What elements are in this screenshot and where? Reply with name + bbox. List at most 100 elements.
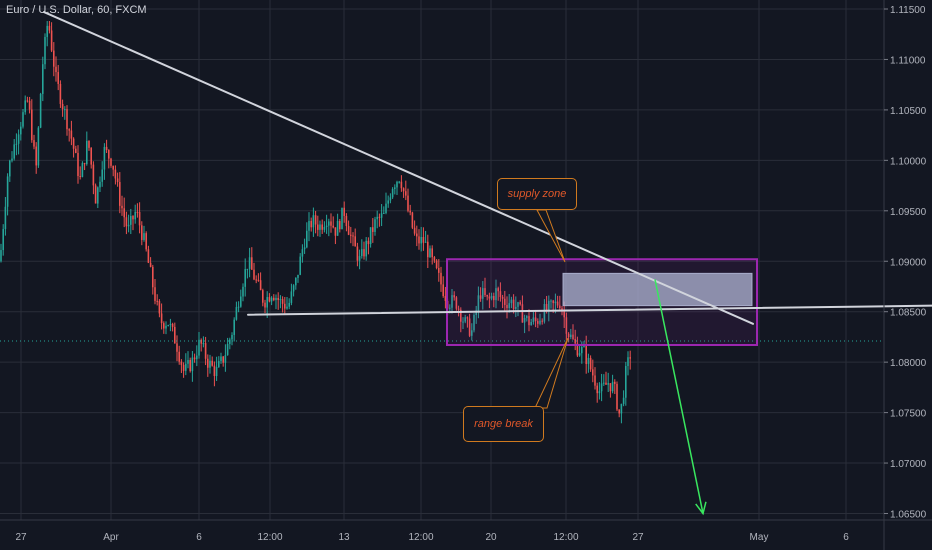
- candle-body: [519, 302, 521, 305]
- candle-body: [70, 130, 73, 139]
- candle-body: [528, 316, 530, 326]
- candle-body: [420, 237, 422, 244]
- candle-body: [394, 187, 396, 189]
- candle-body: [147, 249, 150, 263]
- candle-body: [506, 304, 508, 309]
- candle-body: [343, 207, 345, 216]
- candle-body: [345, 215, 348, 227]
- candle-body: [270, 297, 273, 302]
- candle-body: [288, 302, 290, 307]
- candle-body: [275, 297, 277, 301]
- projection-arrow[interactable]: [654, 279, 704, 514]
- candle-body: [57, 72, 59, 84]
- candle-body: [215, 367, 218, 377]
- trendline-downtrend[interactable]: [43, 11, 754, 325]
- candle-body: [321, 224, 323, 230]
- candle-body: [22, 112, 24, 127]
- candle-body: [389, 197, 392, 201]
- candle-body: [48, 25, 51, 31]
- candle-body: [385, 203, 387, 213]
- price-tick-label: 1.08000: [890, 358, 927, 369]
- candle-body: [257, 279, 260, 281]
- candle-body: [154, 287, 156, 301]
- candle-body: [440, 272, 442, 285]
- candle-body: [33, 140, 35, 147]
- candle-body: [486, 294, 488, 297]
- price-tick-label: 1.06500: [890, 510, 927, 521]
- candle-body: [484, 288, 486, 295]
- candle-body: [88, 140, 90, 148]
- candle-body: [55, 66, 57, 73]
- price-tick-label: 1.09500: [890, 207, 927, 218]
- candle-body: [204, 343, 207, 359]
- candle-body: [79, 176, 81, 178]
- price-tick-label: 1.07000: [890, 459, 927, 470]
- candle-body: [530, 321, 532, 326]
- time-tick-label: Apr: [103, 532, 119, 543]
- candle-body: [534, 317, 537, 322]
- candle-body: [616, 383, 618, 410]
- candle-body: [539, 320, 541, 324]
- candle-body: [174, 326, 176, 344]
- candle-body: [187, 359, 189, 364]
- candle-body: [235, 307, 238, 320]
- candle-body: [323, 226, 326, 230]
- candle-body: [416, 233, 418, 237]
- candle-body: [101, 169, 103, 182]
- candle-body: [325, 225, 328, 227]
- candle-body: [328, 221, 330, 226]
- candle-body: [141, 225, 143, 240]
- candle-body: [418, 236, 420, 244]
- supply-zone-callout[interactable]: supply zone: [497, 178, 577, 210]
- candle-body: [563, 311, 565, 318]
- candle-body: [31, 109, 33, 141]
- candle-body: [400, 181, 403, 189]
- drawings[interactable]: [0, 11, 932, 516]
- candle-body: [317, 224, 319, 230]
- range-break-callout[interactable]: range break: [463, 406, 544, 442]
- candle-body: [336, 220, 339, 236]
- trendline-range-mid[interactable]: [247, 304, 932, 316]
- candle-body: [347, 226, 350, 235]
- candle-body: [376, 216, 378, 220]
- candle-body: [581, 346, 583, 354]
- candle-body: [196, 355, 198, 360]
- candle-body: [356, 246, 359, 261]
- candle-body: [211, 360, 213, 366]
- candle-body: [138, 212, 141, 226]
- candle-body: [473, 314, 475, 331]
- candle-body: [523, 317, 526, 323]
- candle-body: [541, 320, 543, 322]
- candle-body: [125, 217, 128, 227]
- candle-body: [251, 257, 253, 270]
- candle-body: [15, 143, 18, 145]
- projection-arrow-head: [695, 501, 707, 516]
- candle-body: [462, 321, 464, 323]
- candle-body: [72, 138, 75, 149]
- candle-body: [103, 146, 106, 170]
- candle-body: [200, 339, 202, 344]
- candle-body: [517, 302, 519, 307]
- candle-body: [365, 240, 367, 257]
- candle-body: [396, 181, 398, 188]
- candle-body: [449, 307, 451, 309]
- candle-body: [545, 304, 548, 311]
- candle-body: [226, 343, 229, 356]
- candle-body: [231, 334, 233, 340]
- candle-body: [39, 93, 42, 128]
- candle-body: [81, 163, 84, 177]
- supply-zone-callout-pointer: [536, 209, 566, 263]
- candle-body: [295, 277, 297, 286]
- price-tick-label: 1.10000: [890, 156, 927, 167]
- price-tick-label: 1.07500: [890, 409, 927, 420]
- candle-body: [594, 375, 596, 386]
- candle-body: [341, 207, 343, 230]
- price-tick-label: 1.11000: [890, 55, 926, 66]
- range-break-callout-pointer: [534, 337, 569, 409]
- candle-body: [537, 321, 539, 324]
- candles: [0, 21, 631, 424]
- candle-body: [515, 306, 517, 309]
- candle-body: [570, 334, 572, 338]
- candle-body: [185, 363, 187, 371]
